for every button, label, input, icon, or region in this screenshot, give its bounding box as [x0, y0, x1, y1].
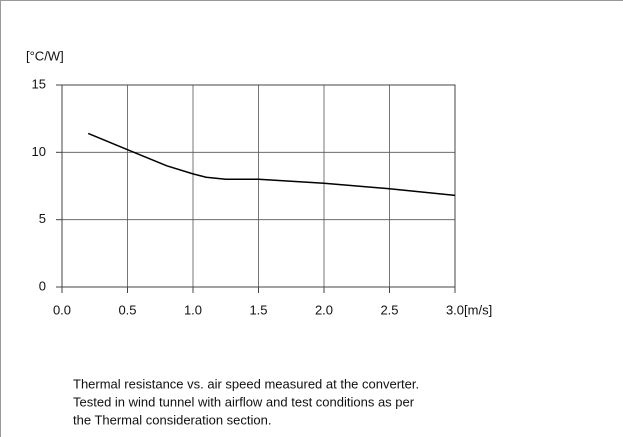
x-tick-label: 2.0 [315, 302, 333, 317]
caption-line: Thermal resistance vs. air speed measure… [73, 376, 419, 391]
x-tick-label: 3.0 [446, 302, 464, 317]
x-tick-label: 1.0 [184, 302, 202, 317]
x-tick-label: 1.5 [249, 302, 267, 317]
x-tick-label: 2.5 [380, 302, 398, 317]
x-axis-label: [m/s] [464, 302, 492, 317]
x-tick-label: 0.5 [118, 302, 136, 317]
y-tick-label: 0 [39, 278, 46, 293]
y-tick-label: 10 [32, 144, 46, 159]
caption-line: Tested in wind tunnel with airflow and t… [73, 394, 415, 409]
y-tick-label: 15 [32, 76, 46, 91]
caption-line: the Thermal consideration section. [73, 412, 271, 427]
y-tick-label: 5 [39, 211, 46, 226]
line [87, 132, 456, 197]
y-axis-label: [°C/W] [26, 48, 64, 63]
plot-border [61, 84, 456, 288]
x-tick-label: 0.0 [53, 302, 71, 317]
